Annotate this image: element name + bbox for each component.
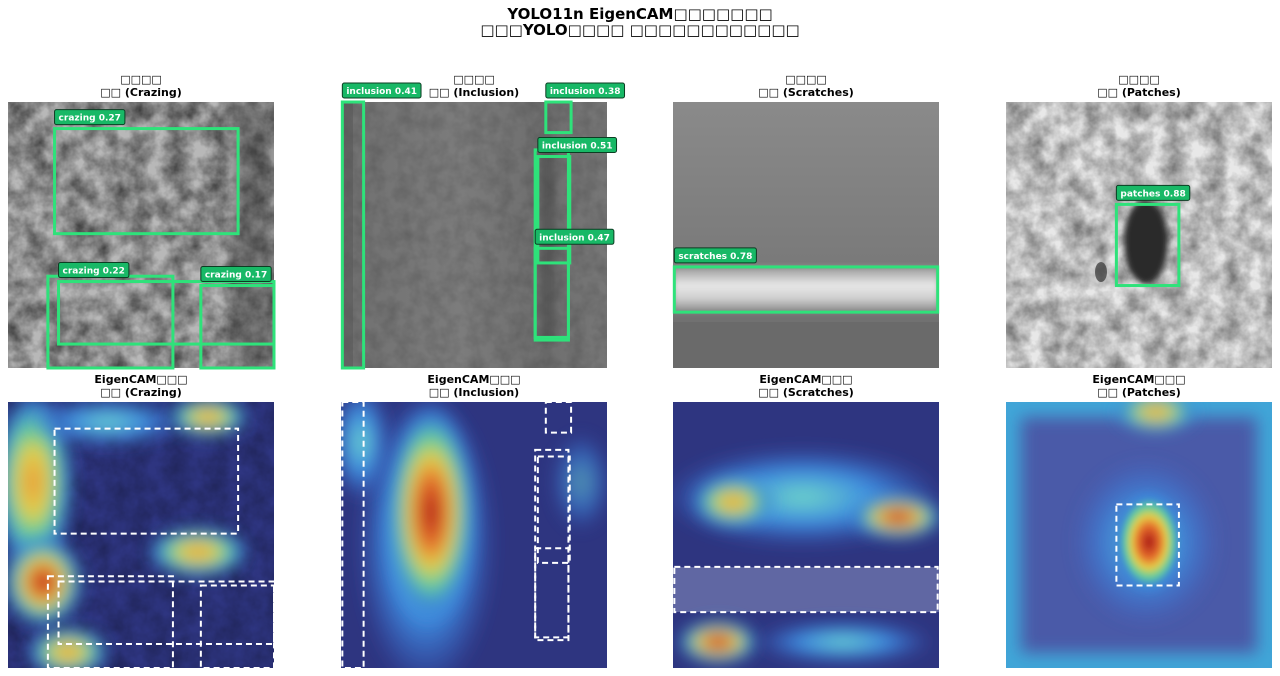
image-title: □□ (Inclusion) (429, 86, 519, 99)
image-scratches (673, 102, 939, 368)
cam-title: EigenCAM□□□ (1092, 373, 1185, 386)
cam-title: □□ (Scratches) (758, 386, 854, 399)
label-text: crazing 0.27 (59, 114, 121, 124)
detection-box (672, 265, 940, 314)
image-patches (1006, 102, 1272, 368)
label-bg (537, 137, 618, 154)
label-bg (54, 109, 126, 126)
detection-label: inclusion 0.47 (534, 228, 615, 245)
cam-scratches (673, 402, 939, 668)
cam-box (341, 401, 365, 669)
label-bg (534, 228, 615, 245)
detection-label: scratches 0.78 (673, 247, 757, 264)
label-bg (341, 82, 422, 99)
label-bg (545, 82, 626, 99)
detection-label: inclusion 0.41 (341, 82, 422, 99)
label-text: scratches 0.78 (678, 252, 752, 262)
image-title: □□□□ (1118, 73, 1160, 86)
cam-title: EigenCAM□□□ (94, 373, 187, 386)
cam-title: □□ (Patches) (1097, 386, 1180, 399)
cam-title: □□ (Inclusion) (429, 386, 519, 399)
label-text: crazing 0.17 (205, 271, 267, 281)
detection-label: crazing 0.22 (58, 262, 130, 279)
detection-label: inclusion 0.51 (537, 137, 618, 154)
image-title: □□ (Crazing) (100, 86, 181, 99)
label-bg (1115, 184, 1191, 201)
cam-box (534, 547, 570, 642)
detection-box (53, 127, 240, 236)
detection-label: crazing 0.17 (200, 266, 272, 283)
cam-box (199, 584, 276, 669)
image-title: □□□□ (453, 73, 495, 86)
image-title: □□□□ (785, 73, 827, 86)
label-bg (673, 247, 757, 264)
label-bg (200, 266, 272, 283)
detection-label: patches 0.88 (1115, 184, 1191, 201)
label-text: crazing 0.22 (63, 267, 125, 277)
label-bg (58, 262, 130, 279)
label-text: inclusion 0.47 (539, 233, 610, 243)
cam-box (53, 427, 240, 535)
cam-patches (1006, 402, 1272, 668)
cam-box (57, 580, 276, 646)
cam-title: EigenCAM□□□ (427, 373, 520, 386)
detection-box (544, 100, 573, 135)
cam-box (46, 575, 174, 669)
cam-title: □□ (Crazing) (100, 386, 181, 399)
image-title: □□ (Scratches) (758, 86, 854, 99)
cam-crazing (8, 402, 274, 668)
cam-box (673, 565, 939, 614)
cam-title: EigenCAM□□□ (759, 373, 852, 386)
label-text: patches 0.88 (1120, 189, 1185, 199)
image-title: □□□□ (120, 73, 162, 86)
detection-box (199, 284, 276, 370)
cam-inclusion (341, 402, 607, 668)
title-line: YOLO11n EigenCAM□□□□□□□ (506, 5, 772, 23)
detection-box (533, 246, 570, 342)
detection-label: crazing 0.27 (54, 109, 126, 126)
label-text: inclusion 0.51 (542, 142, 613, 152)
detection-box (1114, 202, 1181, 288)
cam-box (536, 455, 571, 564)
cam-box (544, 401, 573, 434)
title-line: □□□YOLO□□□□ □□□□□□□□□□□□ (480, 21, 799, 39)
image-title: □□ (Patches) (1097, 86, 1180, 99)
detection-label: inclusion 0.38 (545, 82, 626, 99)
detection-box (536, 155, 572, 265)
cam-box (1115, 503, 1180, 587)
label-text: inclusion 0.38 (550, 87, 621, 97)
detection-box (340, 100, 366, 370)
label-text: inclusion 0.41 (346, 87, 417, 97)
overlays: □□□□EigenCAM□□□□□ (Crazing)□□ (Crazing)c… (46, 73, 1191, 669)
